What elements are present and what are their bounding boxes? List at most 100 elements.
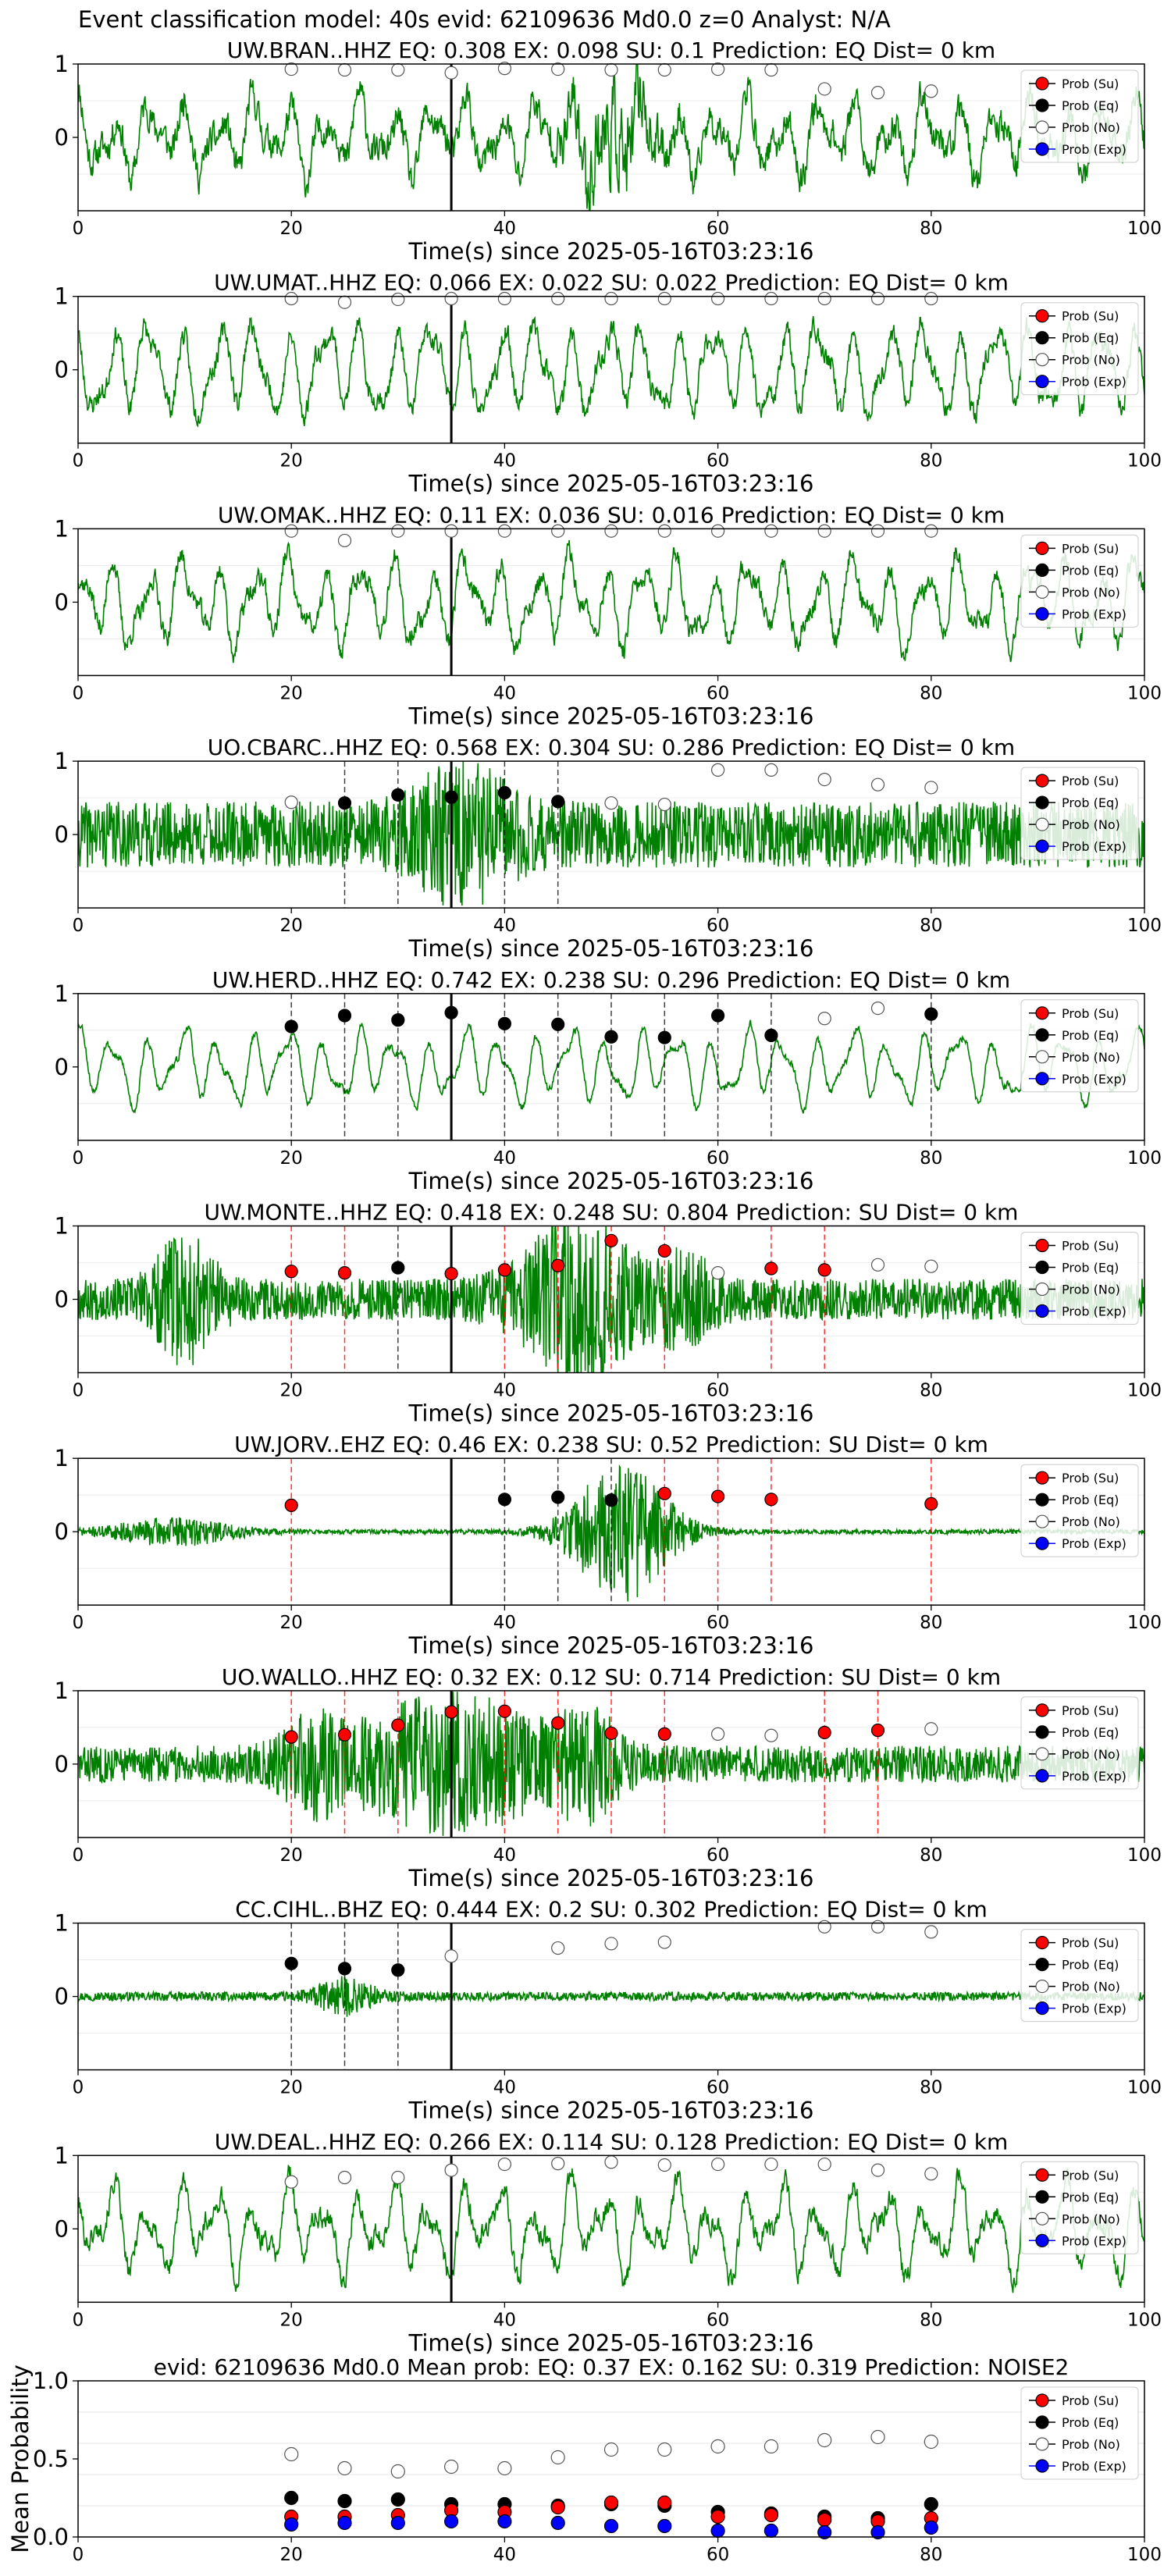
prob-marker-eq bbox=[497, 785, 512, 800]
x-tick-label: 0 bbox=[73, 451, 84, 471]
y-tick-label: 0 bbox=[55, 1518, 69, 1545]
mean-prob-point-su bbox=[763, 2507, 779, 2523]
prob-marker-no bbox=[924, 84, 938, 98]
legend-label: Prob (Eq) bbox=[1062, 1493, 1119, 1507]
legend-marker-exp bbox=[1035, 607, 1049, 621]
prob-marker-no bbox=[657, 291, 671, 306]
prob-marker-no bbox=[710, 1266, 725, 1280]
legend-box bbox=[1020, 1929, 1139, 2023]
prob-marker-no bbox=[444, 2163, 458, 2177]
legend-marker-su bbox=[1035, 1471, 1049, 1485]
prob-marker-su bbox=[444, 1266, 458, 1281]
prob-marker-eq bbox=[284, 1019, 298, 1034]
panel-title: UW.JORV..EHZ EQ: 0.46 EX: 0.238 SU: 0.52… bbox=[234, 1432, 988, 1457]
prob-marker-no bbox=[284, 62, 298, 76]
prob-marker-eq bbox=[924, 1007, 938, 1021]
legend-label: Prob (Exp) bbox=[1062, 1072, 1127, 1087]
legend-label: Prob (Su) bbox=[1062, 1239, 1119, 1254]
x-tick-label: 20 bbox=[280, 1148, 303, 1169]
legend-label: Prob (No) bbox=[1062, 353, 1120, 368]
prob-marker-no bbox=[870, 1258, 885, 1272]
mean-prob-point-no bbox=[337, 2460, 352, 2476]
prob-marker-no bbox=[444, 1949, 458, 1963]
x-tick-label: 100 bbox=[1127, 2310, 1162, 2330]
prob-marker-no bbox=[710, 2157, 725, 2172]
legend-label: Prob (Eq) bbox=[1062, 98, 1119, 113]
x-tick-label: 60 bbox=[707, 1845, 729, 1866]
prob-marker-eq bbox=[444, 1005, 458, 1019]
x-tick-label: 60 bbox=[707, 1381, 729, 1401]
legend-marker-eq bbox=[1035, 2190, 1049, 2204]
x-tick-label: 100 bbox=[1127, 2545, 1162, 2565]
legend-box bbox=[1020, 1232, 1139, 1325]
prob-marker-no bbox=[444, 524, 458, 538]
panel-title: UO.CBARC..HHZ EQ: 0.568 EX: 0.304 SU: 0.… bbox=[208, 735, 1015, 760]
waveform-trace bbox=[78, 64, 1144, 211]
legend: Prob (Su) Prob (Eq) Prob (No) Prob (Exp) bbox=[1020, 69, 1139, 163]
legend-marker-eq bbox=[1035, 1725, 1049, 1739]
prob-marker-no bbox=[604, 2155, 618, 2169]
legend-box bbox=[1020, 2161, 1139, 2254]
y-tick-label: 1 bbox=[55, 1445, 69, 1471]
mean-prob-point-no bbox=[284, 2446, 299, 2462]
legend-label: Prob (No) bbox=[1062, 2211, 1120, 2226]
x-tick-label: 80 bbox=[920, 451, 942, 471]
prob-marker-su bbox=[551, 1258, 565, 1272]
panel-title: UW.OMAK..HHZ EQ: 0.11 EX: 0.036 SU: 0.01… bbox=[218, 502, 1005, 528]
x-tick-label: 100 bbox=[1127, 219, 1162, 239]
legend: Prob (Su) Prob (Eq) Prob (No) Prob (Exp) bbox=[1020, 1232, 1139, 1325]
x-tick-label: 0 bbox=[73, 2545, 84, 2565]
mean-prob-point-no bbox=[710, 2439, 725, 2454]
y-tick-label: 1.0 bbox=[33, 2368, 69, 2394]
mean-prob-point-eq bbox=[284, 2490, 299, 2506]
prob-marker-eq bbox=[551, 795, 565, 809]
waveform-trace bbox=[78, 1692, 1144, 1836]
x-tick-label: 0 bbox=[73, 1381, 84, 1401]
prob-marker-eq bbox=[284, 1956, 298, 1970]
prob-marker-no bbox=[764, 2157, 778, 2172]
x-tick-label: 20 bbox=[280, 451, 303, 471]
x-tick-label: 80 bbox=[920, 1381, 942, 1401]
mean-prob-point-exp bbox=[763, 2523, 779, 2539]
x-tick-label: 0 bbox=[73, 916, 84, 936]
legend-label: Prob (Exp) bbox=[1062, 1769, 1127, 1784]
prob-marker-no bbox=[604, 524, 618, 538]
x-axis-label: Time(s) since 2025-05-16T03:23:16 bbox=[408, 471, 814, 497]
prob-marker-su bbox=[551, 1716, 565, 1730]
x-tick-label: 60 bbox=[707, 219, 729, 239]
prob-marker-no bbox=[657, 2158, 671, 2172]
legend-marker-exp bbox=[1035, 1769, 1049, 1783]
prob-marker-no bbox=[924, 1722, 938, 1736]
prob-marker-no bbox=[817, 291, 831, 306]
prob-marker-su bbox=[764, 1493, 778, 1507]
legend-label: Prob (Exp) bbox=[1062, 1304, 1127, 1319]
legend-label: Prob (No) bbox=[1062, 1514, 1120, 1529]
mean-prob-point-no bbox=[550, 2450, 565, 2465]
legend-marker-su bbox=[1035, 1238, 1049, 1253]
prob-marker-no bbox=[657, 62, 671, 77]
mean-prob-point-eq bbox=[390, 2492, 405, 2507]
x-tick-label: 0 bbox=[73, 1845, 84, 1866]
legend-label: Prob (No) bbox=[1062, 2437, 1120, 2452]
prob-marker-eq bbox=[444, 790, 458, 804]
prob-marker-no bbox=[604, 62, 618, 77]
legend-box bbox=[1020, 2386, 1139, 2480]
x-axis-label: Time(s) since 2025-05-16T03:23:16 bbox=[408, 935, 814, 962]
legend-label: Prob (Exp) bbox=[1062, 1536, 1127, 1551]
waveform-trace bbox=[78, 539, 1144, 664]
x-tick-label: 60 bbox=[707, 451, 729, 471]
y-tick-label: 0 bbox=[55, 1054, 69, 1080]
prob-marker-no bbox=[870, 777, 885, 792]
prob-marker-eq bbox=[604, 1030, 618, 1044]
legend-label: Prob (No) bbox=[1062, 1980, 1120, 1994]
prob-marker-no bbox=[870, 1001, 885, 1016]
legend-box bbox=[1020, 999, 1139, 1093]
legend-marker-eq bbox=[1035, 2415, 1049, 2429]
prob-marker-su bbox=[497, 1704, 512, 1718]
prob-marker-no bbox=[764, 524, 778, 538]
legend-marker-su bbox=[1035, 309, 1049, 323]
waveform-trace bbox=[78, 315, 1144, 428]
